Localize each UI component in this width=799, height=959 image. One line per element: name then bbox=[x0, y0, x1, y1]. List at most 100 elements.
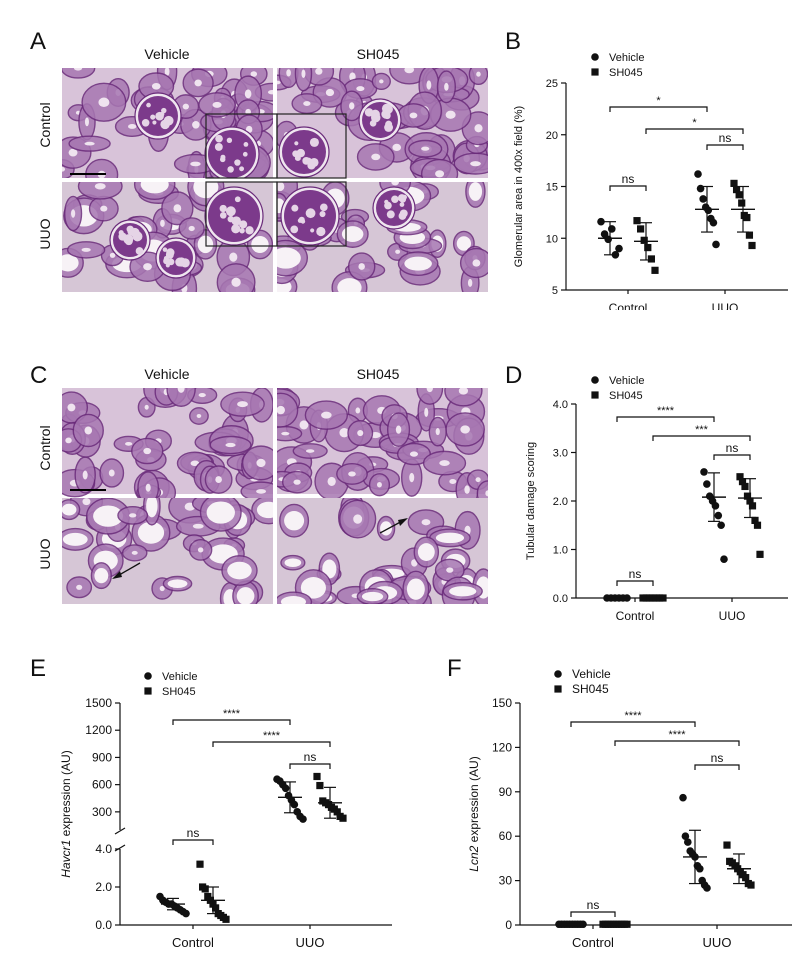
data-point bbox=[711, 502, 720, 510]
data-point bbox=[313, 772, 321, 781]
lumen bbox=[229, 252, 238, 262]
y-tick-label: 120 bbox=[492, 740, 512, 754]
lumen bbox=[460, 425, 470, 434]
data-point bbox=[591, 376, 599, 384]
lumen bbox=[474, 124, 483, 133]
data-point bbox=[339, 814, 347, 822]
y-tick-label: 10 bbox=[546, 233, 558, 245]
data-point bbox=[723, 841, 731, 849]
lumen bbox=[277, 80, 281, 85]
data-point bbox=[591, 391, 599, 399]
capillary-loop bbox=[215, 134, 223, 143]
tubule bbox=[444, 388, 483, 407]
chart-d: 0.0 1.0 2.0 3.0 4.0 Tubular damage scoring Con… bbox=[525, 375, 788, 623]
lumen bbox=[476, 71, 481, 77]
data-point bbox=[738, 199, 746, 207]
y-axis-label: Lcn2 expression (AU) bbox=[467, 756, 481, 871]
capillary-loop bbox=[141, 119, 150, 127]
capillary-loop bbox=[226, 137, 233, 143]
lumen bbox=[128, 124, 137, 129]
y-tick-label: 2.0 bbox=[553, 496, 568, 508]
y-tick-label: 20 bbox=[546, 130, 558, 142]
lumen bbox=[379, 79, 384, 84]
lumen bbox=[131, 550, 138, 555]
data-point bbox=[732, 186, 741, 194]
capillary-loop bbox=[124, 237, 133, 246]
data-point bbox=[709, 218, 718, 227]
lumen bbox=[395, 249, 401, 254]
data-point bbox=[743, 492, 752, 500]
lumen bbox=[475, 477, 481, 483]
y-axis-label-gene: Lcn2 bbox=[467, 845, 481, 871]
capillary-loop bbox=[163, 115, 174, 126]
tubule bbox=[420, 158, 459, 178]
data-point bbox=[681, 832, 690, 840]
legend-label: Vehicle bbox=[609, 52, 644, 64]
lumen bbox=[237, 401, 248, 408]
dilated-lumen bbox=[361, 591, 384, 602]
capillary-loop bbox=[243, 141, 249, 147]
lumen bbox=[98, 97, 110, 108]
significance-bracket bbox=[609, 185, 647, 191]
lumen bbox=[358, 263, 365, 270]
lumen bbox=[68, 148, 78, 157]
lumen bbox=[281, 431, 290, 436]
capillary-loop bbox=[150, 114, 156, 120]
micrograph-tile bbox=[277, 68, 488, 178]
significance-label: * bbox=[656, 95, 661, 107]
plot-area: 0.0 1.0 2.0 3.0 4.0 Tubular damage scoring Con… bbox=[525, 375, 788, 623]
lumen bbox=[299, 420, 309, 430]
dilated-lumen bbox=[236, 587, 255, 604]
data-point bbox=[742, 874, 750, 882]
data-point bbox=[714, 511, 723, 520]
lumen bbox=[100, 205, 108, 212]
y-tick-label: 1500 bbox=[85, 696, 112, 710]
dilated-lumen bbox=[206, 501, 235, 524]
lumen bbox=[409, 472, 415, 483]
y-tick-label: 300 bbox=[92, 805, 112, 819]
capillary-loop bbox=[231, 224, 241, 234]
capillary-loop bbox=[310, 228, 315, 233]
legend-label: SH045 bbox=[572, 682, 609, 696]
y-tick-label: 30 bbox=[499, 874, 513, 888]
data-point bbox=[651, 266, 659, 274]
legend-label: SH045 bbox=[162, 686, 196, 698]
data-point bbox=[751, 516, 759, 524]
dilated-lumen bbox=[146, 498, 158, 518]
arrow-head bbox=[112, 571, 122, 579]
lumen bbox=[392, 143, 402, 152]
capillary-loop bbox=[219, 212, 227, 219]
lumen bbox=[327, 476, 336, 486]
dilated-lumen bbox=[256, 501, 273, 519]
lumen bbox=[348, 471, 356, 477]
lumen bbox=[446, 567, 454, 573]
data-point bbox=[699, 195, 707, 203]
micrograph-c-svg bbox=[62, 388, 488, 604]
y-tick-label: 2.0 bbox=[95, 880, 112, 894]
capillary-loop bbox=[166, 248, 175, 257]
capillary-loop bbox=[152, 120, 157, 125]
chart-e: 300 600 900 1200 1500 0.0 2.0 4.0 Havcr1 express… bbox=[59, 671, 392, 950]
data-point bbox=[196, 860, 204, 868]
lumen bbox=[177, 388, 185, 393]
lumen bbox=[245, 108, 251, 115]
legend-label: SH045 bbox=[609, 390, 643, 402]
significance-bracket bbox=[706, 144, 744, 150]
axis-break bbox=[114, 827, 126, 835]
dilated-lumen bbox=[449, 586, 477, 597]
y-tick-label: 0.0 bbox=[553, 593, 568, 605]
capillary-loop bbox=[159, 111, 165, 117]
panel-letter-c: C bbox=[30, 362, 48, 389]
x-tick-label: Control bbox=[172, 935, 214, 950]
lumen bbox=[267, 90, 273, 95]
lumen bbox=[188, 225, 195, 232]
lumen bbox=[470, 161, 481, 167]
lumen bbox=[244, 89, 252, 99]
y-tick-label: 5 bbox=[552, 285, 558, 297]
row-head-uuo-c: UUO bbox=[37, 538, 53, 570]
significance-bracket bbox=[616, 416, 715, 422]
significance-label: ns bbox=[622, 172, 635, 186]
x-tick-label: UUO bbox=[296, 935, 325, 950]
row-head-control-c: Control bbox=[37, 425, 53, 471]
data-point bbox=[604, 235, 612, 244]
